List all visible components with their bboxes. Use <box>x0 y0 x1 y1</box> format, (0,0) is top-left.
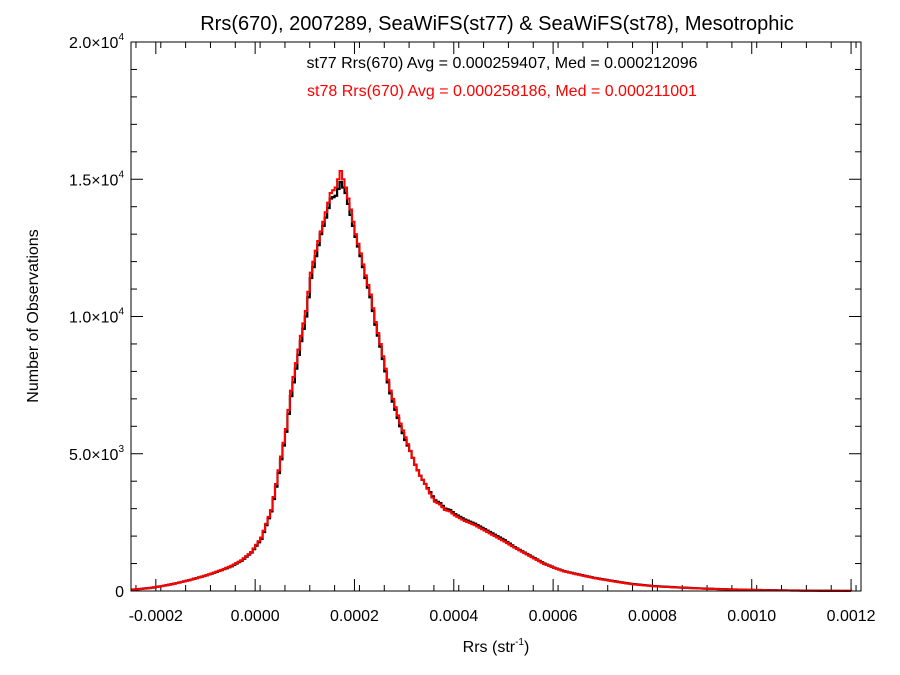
x-tick-label: 0.0010 <box>727 608 776 625</box>
x-axis-label-main: Rrs (str <box>463 639 516 656</box>
chart-title: Rrs(670), 2007289, SeaWiFS(st77) & SeaWi… <box>200 13 794 35</box>
x-axis-label: Rrs (str-1) <box>463 637 530 656</box>
x-tick-label: 0.0004 <box>429 608 478 625</box>
x-tick-label: 0.0006 <box>529 608 578 625</box>
x-tick-label: 0.0002 <box>330 608 379 625</box>
y-tick-label: 1.5×104 <box>69 169 124 189</box>
series-st78 <box>131 170 853 592</box>
y-tick-label: 5.0×103 <box>69 444 124 464</box>
x-axis-label-close: ) <box>524 639 529 656</box>
x-axis-ticks: -0.0002 0.0000 0.0002 0.0004 0.0006 0.0008 0.0… <box>129 42 876 625</box>
x-tick-label: 0.0000 <box>231 608 280 625</box>
annotation-st78: st78 Rrs(670) Avg = 0.000258186, Med = 0… <box>307 83 697 100</box>
annotation-st77: st77 Rrs(670) Avg = 0.000259407, Med = 0… <box>306 55 697 72</box>
y-axis-label: Number of Observations <box>25 229 42 402</box>
y-axis-ticks: 0 5.0×103 1.0×104 1.5×104 2.0×104 <box>69 32 861 601</box>
y-tick-label: 2.0×104 <box>69 32 124 52</box>
series-group <box>131 170 853 592</box>
plot-frame <box>130 41 862 592</box>
x-axis-label-sup: -1 <box>515 637 524 648</box>
y-tick-label: 1.0×104 <box>69 307 124 327</box>
x-tick-label: -0.0002 <box>129 608 183 625</box>
x-tick-label: 0.0012 <box>827 608 876 625</box>
y-tick-label: 0 <box>115 584 124 601</box>
x-tick-label: 0.0008 <box>628 608 677 625</box>
